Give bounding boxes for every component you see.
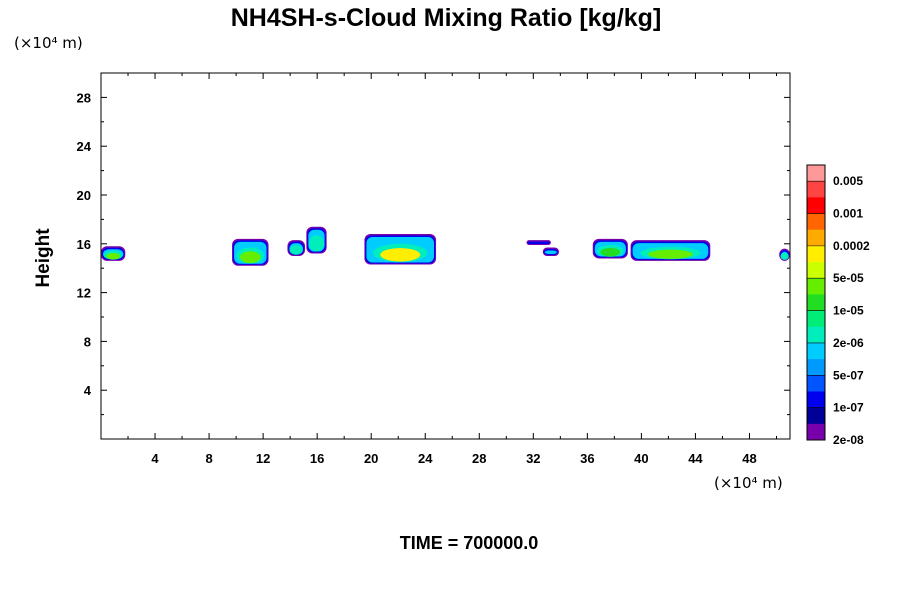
y-tick-label: 20 bbox=[77, 188, 91, 203]
colorbar-label: 2e-08 bbox=[833, 433, 864, 447]
y-tick-label: 4 bbox=[84, 383, 92, 398]
y-tick-label: 12 bbox=[77, 286, 91, 301]
colorbar-label: 5e-05 bbox=[833, 271, 864, 285]
cloud-blob-core bbox=[291, 247, 302, 255]
y-tick-label: 8 bbox=[84, 334, 91, 349]
colorbar-swatch bbox=[807, 229, 825, 247]
cloud-blob-core bbox=[240, 251, 261, 264]
y-axis-label: Height bbox=[33, 228, 54, 288]
colorbar-label: 2e-06 bbox=[833, 336, 864, 350]
x-tick-label: 12 bbox=[256, 451, 270, 466]
y-tick-label: 16 bbox=[77, 237, 91, 252]
x-axis-ticks: 4 8 12 16 20 24 28 32 36 40 44 48 bbox=[127, 73, 777, 466]
colorbar-swatch bbox=[807, 407, 825, 425]
plot-frame bbox=[100, 72, 791, 440]
cloud-blob-core bbox=[310, 239, 323, 251]
colorbar-swatch bbox=[807, 245, 825, 263]
x-axis-unit: (×10⁴ m) bbox=[714, 474, 783, 492]
colorbar-swatch bbox=[807, 262, 825, 279]
cloud-blob-8 bbox=[630, 240, 711, 261]
cloud-blob-core bbox=[106, 252, 120, 260]
colorbar-swatch bbox=[807, 391, 825, 409]
colorbar-label: 1e-05 bbox=[833, 304, 864, 318]
colorbar-label: 5e-07 bbox=[833, 368, 864, 382]
cloud-blob-4 bbox=[364, 234, 437, 265]
x-tick-label: 20 bbox=[364, 451, 378, 466]
x-tick-label: 24 bbox=[418, 451, 433, 466]
colorbar-swatch bbox=[807, 278, 825, 295]
cloud-blob-layer bbox=[544, 250, 557, 254]
y-axis-unit: (×10⁴ m) bbox=[14, 34, 83, 52]
cloud-blob-3 bbox=[306, 226, 327, 254]
cloud-blob-core bbox=[380, 248, 421, 262]
cloud-blob-2 bbox=[287, 240, 305, 256]
x-tick-label: 44 bbox=[688, 451, 703, 466]
colorbar-swatch bbox=[807, 197, 825, 215]
y-tick-label: 28 bbox=[77, 90, 91, 105]
cloud-blob-1 bbox=[232, 238, 269, 266]
cloud-blob-6 bbox=[542, 247, 559, 256]
x-tick-label: 4 bbox=[151, 451, 159, 466]
cloud-blob-9 bbox=[779, 248, 790, 261]
colorbar-swatch bbox=[807, 165, 825, 182]
colorbar-swatch bbox=[807, 181, 825, 198]
x-tick-label: 48 bbox=[742, 451, 756, 466]
cloud-blob-0 bbox=[101, 246, 126, 261]
cloud-blob-core bbox=[781, 254, 788, 260]
cloud-blob-core bbox=[600, 247, 621, 257]
colorbar-swatch bbox=[807, 326, 825, 344]
cloud-blob-layer bbox=[527, 241, 550, 245]
cloud-blob-5 bbox=[526, 240, 551, 246]
y-axis-ticks: 4 8 12 16 20 24 28 bbox=[77, 90, 790, 416]
colorbar-label: 0.005 bbox=[833, 174, 863, 188]
x-tick-label: 32 bbox=[526, 451, 540, 466]
x-tick-label: 8 bbox=[205, 451, 212, 466]
colorbar-swatch bbox=[807, 213, 825, 231]
colorbar-label: 1e-07 bbox=[833, 401, 864, 415]
cloud-blob-7 bbox=[592, 238, 628, 259]
y-tick-label: 24 bbox=[77, 139, 92, 154]
time-label: TIME = 700000.0 bbox=[400, 533, 539, 553]
colorbar-swatch bbox=[807, 359, 825, 376]
colorbar-swatch bbox=[807, 342, 825, 360]
x-tick-label: 36 bbox=[580, 451, 594, 466]
colorbar-swatch bbox=[807, 310, 825, 328]
x-tick-label: 16 bbox=[310, 451, 324, 466]
cloud-blob-core bbox=[648, 249, 693, 259]
colorbar-label: 0.001 bbox=[833, 207, 863, 221]
colorbar-swatch bbox=[807, 423, 825, 441]
chart-title: NH4SH-s-Cloud Mixing Ratio [kg/kg] bbox=[231, 4, 662, 32]
x-tick-label: 28 bbox=[472, 451, 486, 466]
plot-area bbox=[101, 226, 790, 266]
x-tick-label: 40 bbox=[634, 451, 648, 466]
colorbar-swatch bbox=[807, 375, 825, 392]
colorbar-swatch bbox=[807, 294, 825, 312]
colorbar-label: 0.0002 bbox=[833, 239, 870, 253]
colorbar: 0.005 0.001 0.0002 5e-05 1e-05 2e-06 5e-07 1e-0… bbox=[806, 164, 870, 447]
